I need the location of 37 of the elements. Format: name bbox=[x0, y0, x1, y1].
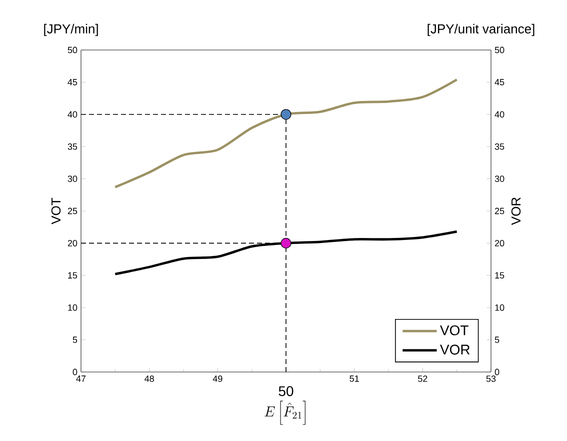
y-tick-label: 25 bbox=[68, 208, 78, 214]
y-tick-label: 5 bbox=[72, 336, 78, 343]
y-tick-label: 50 bbox=[68, 46, 78, 54]
legend-label: VOT bbox=[440, 325, 468, 336]
y-tick-label: 20 bbox=[68, 240, 78, 246]
y2-tick-label: 20 bbox=[494, 240, 504, 246]
y-tick-label: 10 bbox=[68, 304, 78, 311]
y-tick-label: 0 bbox=[72, 368, 78, 376]
legend-label: VOR bbox=[440, 344, 470, 355]
y-tick-label: 30 bbox=[68, 176, 78, 182]
y-tick-label: 15 bbox=[68, 272, 78, 279]
y2-tick-label: 35 bbox=[494, 143, 504, 150]
y2-tick-label: 45 bbox=[494, 79, 504, 86]
text: [JPY/min] bbox=[44, 24, 98, 36]
y-tick-label: 35 bbox=[68, 143, 78, 150]
y2-tick-label: 15 bbox=[495, 272, 504, 279]
ref-line-label: 50 bbox=[278, 386, 294, 396]
y2-tick-label: 10 bbox=[495, 304, 504, 311]
y-tick-label: 45 bbox=[68, 79, 78, 86]
y2-axis-title: VOR bbox=[511, 198, 521, 226]
y-axis-title: VOT bbox=[51, 198, 61, 224]
text: [JPY/unit variance] bbox=[428, 24, 534, 36]
y2-tick-label: 0 bbox=[494, 368, 500, 376]
y2-tick-label: 30 bbox=[494, 176, 504, 182]
x-tick-label: 49 bbox=[212, 376, 222, 382]
x-tick-label: 53 bbox=[486, 376, 496, 382]
x-axis-title: $E\left[\hat{F}_{21}\right]$ bbox=[264, 400, 306, 425]
x-tick-label: 51 bbox=[350, 376, 359, 382]
line-series bbox=[114, 78, 458, 188]
y-tick-label: 40 bbox=[68, 111, 78, 118]
y2-tick-label: 50 bbox=[494, 46, 504, 54]
x-tick-label: 52 bbox=[418, 376, 428, 382]
x-tick-label: 48 bbox=[144, 376, 154, 382]
y2-tick-label: 40 bbox=[494, 111, 504, 118]
y2-tick-label: 5 bbox=[494, 336, 500, 343]
y2-tick-label: 25 bbox=[494, 208, 504, 214]
x-tick-label: 47 bbox=[76, 376, 86, 382]
